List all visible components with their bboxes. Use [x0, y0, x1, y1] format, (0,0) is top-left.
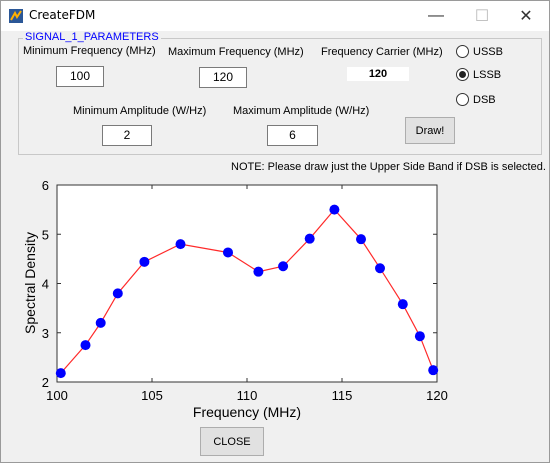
spectral-density-chart[interactable]: 100 105 110 115 120 2 3 4 5 6 Frequency (MHz) Spe…	[1, 171, 550, 421]
data-point	[253, 266, 264, 277]
x-tick-label: 105	[141, 388, 163, 403]
data-point	[428, 365, 439, 376]
y-tick-label: 5	[42, 227, 49, 242]
data-point	[278, 261, 289, 272]
data-point	[329, 204, 340, 215]
max-amplitude-input[interactable]: 6	[267, 125, 318, 146]
data-point	[397, 299, 408, 310]
min-frequency-label: Minimum Frequency (MHz)	[23, 45, 156, 57]
data-point	[80, 340, 91, 351]
title-bar: CreateFDM — ☐ ✕	[1, 1, 549, 31]
frequency-carrier-value: 120	[347, 67, 409, 81]
radio-selected-dot	[459, 71, 466, 78]
data-point	[304, 233, 315, 244]
x-tick-label: 110	[237, 388, 258, 403]
maximize-button[interactable]: ☐	[474, 8, 490, 25]
y-tick-label: 2	[42, 375, 49, 390]
signal-parameters-panel	[18, 38, 542, 155]
dsb-note: NOTE: Please draw just the Upper Side Ba…	[231, 161, 546, 173]
data-point	[356, 234, 366, 245]
radio-ussb[interactable]: USSB	[456, 45, 503, 58]
radio-dsb[interactable]: DSB	[456, 93, 496, 106]
y-tick-label: 6	[42, 178, 49, 193]
max-frequency-label: Maximum Frequency (MHz)	[168, 46, 304, 58]
plot-area[interactable]	[56, 184, 438, 383]
min-amplitude-label: Minimum Amplitude (W/Hz)	[73, 105, 207, 117]
x-tick-label: 120	[426, 388, 448, 403]
close-window-button[interactable]: ✕	[519, 8, 533, 25]
radio-dsb-circle[interactable]	[456, 93, 469, 106]
radio-lssb-circle[interactable]	[456, 68, 469, 81]
window-title: CreateFDM	[29, 8, 96, 22]
min-frequency-input[interactable]: 100	[56, 66, 104, 87]
y-axis-label: Spectral Density	[22, 232, 38, 334]
draw-button[interactable]: Draw!	[405, 117, 455, 144]
panel-title: SIGNAL_1_PARAMETERS	[23, 31, 161, 43]
y-tick-label: 3	[42, 326, 49, 341]
data-point	[223, 247, 233, 258]
data-point	[112, 288, 123, 299]
data-point	[95, 317, 106, 328]
data-point	[175, 239, 186, 250]
minimize-button[interactable]: —	[428, 7, 444, 24]
max-frequency-input[interactable]: 120	[199, 67, 247, 88]
x-tick-label: 100	[46, 388, 68, 403]
radio-lssb[interactable]: LSSB	[456, 68, 501, 81]
x-axis-label: Frequency (MHz)	[193, 404, 301, 420]
matlab-figure-icon	[9, 9, 23, 23]
frequency-carrier-label: Frequency Carrier (MHz)	[321, 46, 443, 58]
max-amplitude-label: Maximum Amplitude (W/Hz)	[233, 105, 370, 117]
radio-dsb-label: DSB	[473, 93, 496, 106]
radio-lssb-label: LSSB	[473, 68, 502, 81]
x-tick-label: 115	[332, 388, 353, 403]
data-point	[414, 331, 425, 342]
min-amplitude-input[interactable]: 2	[102, 125, 152, 146]
radio-ussb-circle[interactable]	[456, 45, 469, 58]
series-line	[60, 208, 434, 374]
data-point	[375, 263, 385, 274]
y-tick-label: 4	[42, 277, 49, 292]
data-point	[139, 256, 150, 267]
radio-ussb-label: USSB	[473, 45, 503, 58]
close-button[interactable]: CLOSE	[200, 427, 264, 456]
data-point	[55, 368, 66, 379]
